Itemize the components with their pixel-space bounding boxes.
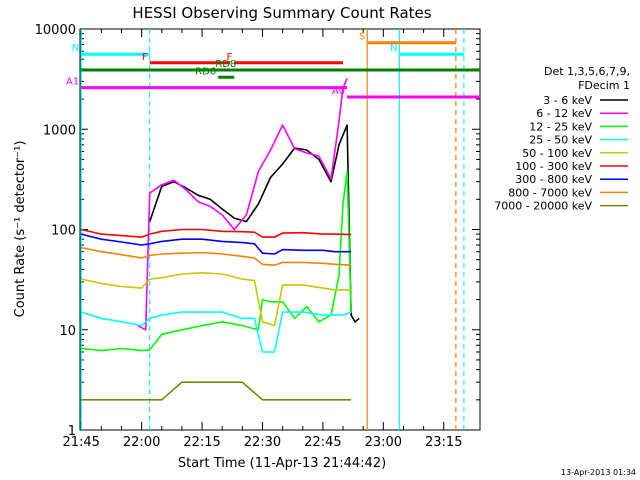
flag-label-3: F [227,52,233,63]
plot-area: 21:45 22:00 22:15 22:30 22:45 23:00 23:15 1 10 10… [35,23,628,450]
x-tick-label-1: 22:00 [123,435,160,450]
flag-label-8: A1 [66,77,79,88]
series-line-1 [137,78,348,331]
legend-label-6: 300 - 800 keV [515,173,592,186]
legend-label-4: 50 - 100 keV [522,147,592,160]
x-tick-label-2: 22:15 [183,435,220,450]
legend-label-2: 12 - 25 keV [529,120,592,133]
legend-label-1: 6 - 12 keV [536,107,592,120]
y-tick-label-0: 1 [68,424,76,439]
y-tick-label-4: 10000 [35,23,76,38]
series-line-6 [81,233,352,255]
flag-label-1: N [390,43,397,54]
legend-label-5: 100 - 300 keV [515,160,592,173]
legend-label-3: 25 - 50 keV [529,134,592,147]
flag-label-5: RD6 [195,66,216,77]
series-line-3 [80,311,352,353]
legend-header-line1: Det 1,3,5,6,7,9, [544,65,630,78]
series-line-7 [81,246,352,267]
plot-frame [79,28,481,431]
flag-label-9: A0 [332,86,345,97]
series-line-4 [81,271,352,327]
legend-label-8: 7000 - 20000 keV [494,200,592,213]
flag-label-6: RD8 [215,59,236,70]
series-line-2 [81,170,352,352]
flag-label-2: F [142,52,148,63]
series-line-8 [81,381,352,401]
legend-header-line2: FDecim 1 [578,79,630,92]
chart-title: HESSI Observing Summary Count Rates [132,4,431,22]
flag-label-0: N [72,43,79,54]
legend-label-0: 3 - 6 keV [543,94,592,107]
x-tick-label-3: 22:30 [244,435,281,450]
footer-date: 13-Apr-2013 01:34 [561,468,636,477]
series-line-5 [81,228,352,238]
series-line-0 [148,124,360,323]
y-axis-label: Count Rate (s⁻¹ detector⁻¹) [13,141,28,318]
x-axis-label: Start Time (11-Apr-13 21:44:42) [178,456,386,471]
flag-label-7: S [359,32,365,43]
x-tick-label-6: 23:15 [425,435,462,450]
x-tick-label-5: 23:00 [365,435,402,450]
x-tick-label-0: 21:45 [62,435,99,450]
x-tick-label-4: 22:45 [304,435,341,450]
y-tick-label-1: 10 [59,324,76,339]
y-tick-label-3: 1000 [43,123,76,138]
legend-label-7: 800 - 7000 keV [508,186,592,199]
y-tick-label-2: 100 [51,224,76,239]
